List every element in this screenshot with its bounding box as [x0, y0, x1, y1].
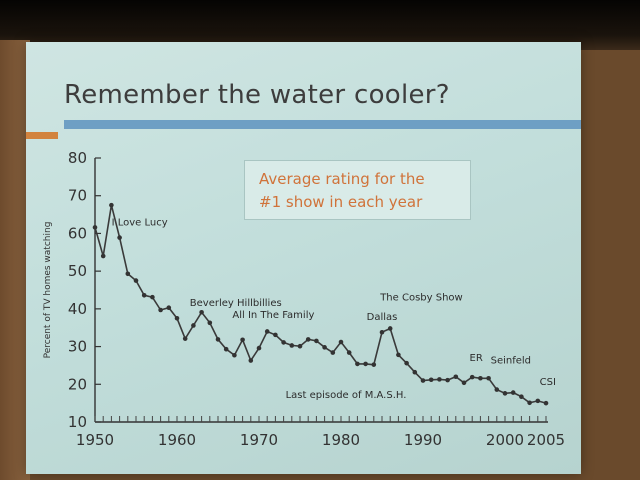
data-point: [363, 361, 368, 367]
data-point: [314, 338, 319, 344]
data-point: [502, 391, 508, 396]
data-point: [150, 294, 155, 300]
data-point: [232, 352, 237, 358]
caption-line-2: #1 show in each year: [259, 193, 423, 211]
data-point: [469, 374, 475, 380]
data-point: [543, 400, 549, 406]
annotation-label: Seinfeld: [491, 355, 531, 366]
data-point: [174, 315, 180, 321]
data-point: [420, 378, 426, 383]
data-point: [396, 352, 401, 358]
line-chart: 10 20 30 40 50 60 70 80 1950 1960 1970 1980 1990 200…: [43, 149, 565, 449]
data-point: [322, 345, 327, 350]
caption-line-1: Average rating for the: [259, 170, 425, 188]
title-accent-blue-bar: [64, 120, 581, 129]
data-point: [240, 337, 245, 343]
data-point: [535, 398, 541, 404]
data-point: [207, 320, 213, 326]
data-point: [445, 377, 450, 383]
data-point: [256, 345, 262, 351]
data-point: [109, 202, 114, 208]
data-point: [133, 278, 139, 283]
x-tick-label: 1980: [322, 431, 360, 449]
data-point: [355, 361, 360, 367]
data-point: [453, 374, 459, 380]
data-point: [387, 326, 393, 331]
x-tick-label: 1990: [404, 431, 442, 449]
x-tick-label: 1950: [76, 431, 114, 449]
y-tick-label: 20: [68, 375, 87, 393]
data-point: [428, 377, 434, 383]
y-tick-label: 80: [68, 149, 87, 167]
annotation-label: Dallas: [367, 312, 398, 323]
annotation-label: The Cosby Show: [379, 292, 463, 303]
data-point: [223, 346, 229, 352]
data-point: [478, 375, 483, 381]
data-point: [305, 337, 311, 342]
data-point: [215, 337, 221, 342]
slide-title: Remember the water cooler?: [64, 80, 450, 110]
data-point: [412, 369, 418, 375]
annotation-label: CSI: [540, 377, 556, 388]
y-tick-label: 30: [68, 338, 87, 356]
annotation-label: ER: [470, 353, 483, 364]
data-point: [379, 329, 385, 335]
x-tick-label: 2005: [527, 431, 565, 449]
data-point: [486, 375, 491, 381]
data-point: [338, 339, 344, 345]
data-point: [527, 400, 532, 406]
x-tick-label: 2000: [486, 431, 524, 449]
wall-background: [0, 40, 30, 480]
data-point: [92, 225, 98, 230]
data-point: [166, 305, 172, 311]
title-accent-orange-bar: [26, 132, 58, 139]
series-line: [94, 204, 547, 404]
annotation-label: Last episode of M.A.S.H.: [286, 390, 407, 401]
data-point: [330, 350, 336, 355]
data-point: [273, 332, 278, 338]
data-point: [404, 360, 409, 366]
data-point: [437, 377, 442, 382]
data-point: [191, 323, 196, 328]
y-tick-label: 10: [68, 413, 87, 431]
data-point: [182, 336, 188, 341]
data-point: [510, 390, 516, 395]
presentation-slide: Remember the water cooler? 10 20 30 40 50 60 7…: [26, 42, 581, 474]
annotation-label: I Love Lucy: [112, 218, 168, 229]
data-point: [461, 380, 467, 386]
data-point: [264, 329, 270, 334]
data-point: [199, 309, 204, 315]
x-tick-label: 1970: [240, 431, 278, 449]
caption-box: Average rating for the #1 show in each y…: [244, 160, 471, 220]
y-tick-label: 50: [68, 262, 87, 280]
data-points: [92, 202, 549, 406]
data-point: [519, 394, 524, 400]
y-tick-label: 70: [68, 187, 87, 205]
y-tick-label: 60: [68, 224, 87, 242]
data-point: [371, 362, 377, 367]
data-point: [281, 340, 286, 345]
x-tick-label: 1960: [158, 431, 196, 449]
annotation-label: Beverley Hillbillies: [190, 298, 282, 309]
data-point: [125, 271, 131, 277]
data-point: [117, 235, 122, 240]
data-point: [141, 292, 147, 298]
data-point: [158, 307, 163, 313]
x-axis-ticks: 1950 1960 1970 1980 1990 2000 2005: [76, 416, 565, 449]
data-point: [289, 343, 295, 348]
data-point: [100, 253, 106, 259]
y-axis-ticks: 10 20 30 40 50 60 70 80: [68, 149, 101, 431]
annotation-label: All In The Family: [232, 310, 314, 321]
data-point: [248, 358, 254, 363]
data-point: [494, 387, 500, 392]
y-tick-label: 40: [68, 300, 87, 318]
data-point: [297, 343, 303, 349]
y-axis-label: Percent of TV homes watching: [43, 222, 53, 359]
projector-top-shadow: [0, 0, 640, 50]
data-point: [346, 350, 352, 355]
